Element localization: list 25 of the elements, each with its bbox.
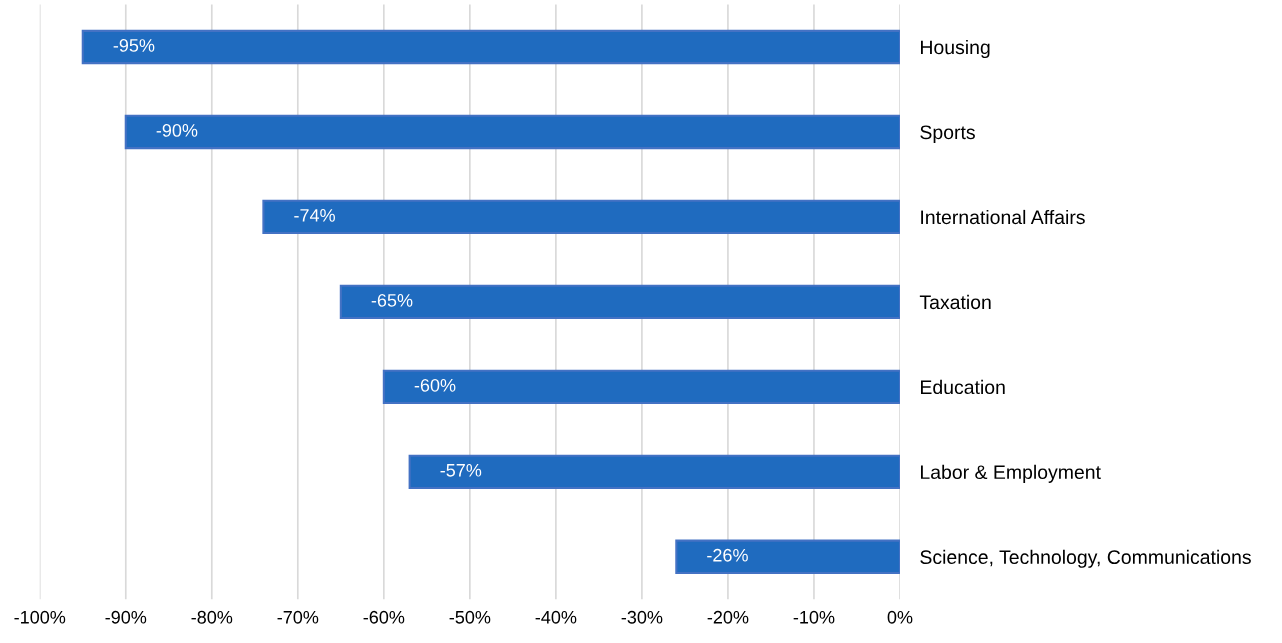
x-tick-label: -60% xyxy=(363,610,405,624)
x-tick-label: -90% xyxy=(105,610,147,624)
y-tick-label: Education xyxy=(921,379,1005,395)
data-label: -74% xyxy=(294,209,335,222)
x-tick-label: -70% xyxy=(277,610,319,624)
x-tick-label: 0% xyxy=(887,610,913,624)
y-tick-label: Housing xyxy=(921,39,990,59)
x-tick-label: -30% xyxy=(621,610,663,624)
x-tick-label: -100% xyxy=(14,610,66,624)
data-label: -95% xyxy=(113,39,155,52)
x-tick-label: -40% xyxy=(535,610,577,624)
data-label: -26% xyxy=(707,548,748,562)
y-tick-label: Science, Technology, Communications xyxy=(920,549,1251,568)
data-label: -65% xyxy=(371,293,413,307)
data-label: -57% xyxy=(440,463,482,477)
x-tick-label: -10% xyxy=(793,610,835,624)
data-label: -60% xyxy=(414,378,456,392)
y-tick-label: Sports xyxy=(920,125,975,144)
y-tick-label: International Affairs xyxy=(921,209,1085,225)
y-tick-label: Taxation xyxy=(919,294,991,310)
x-tick-label: -50% xyxy=(449,610,491,624)
x-tick-label: -20% xyxy=(707,610,749,624)
x-tick-label: -80% xyxy=(191,610,233,624)
data-label: -90% xyxy=(156,124,198,137)
y-tick-label: Labor & Employment xyxy=(921,464,1101,483)
